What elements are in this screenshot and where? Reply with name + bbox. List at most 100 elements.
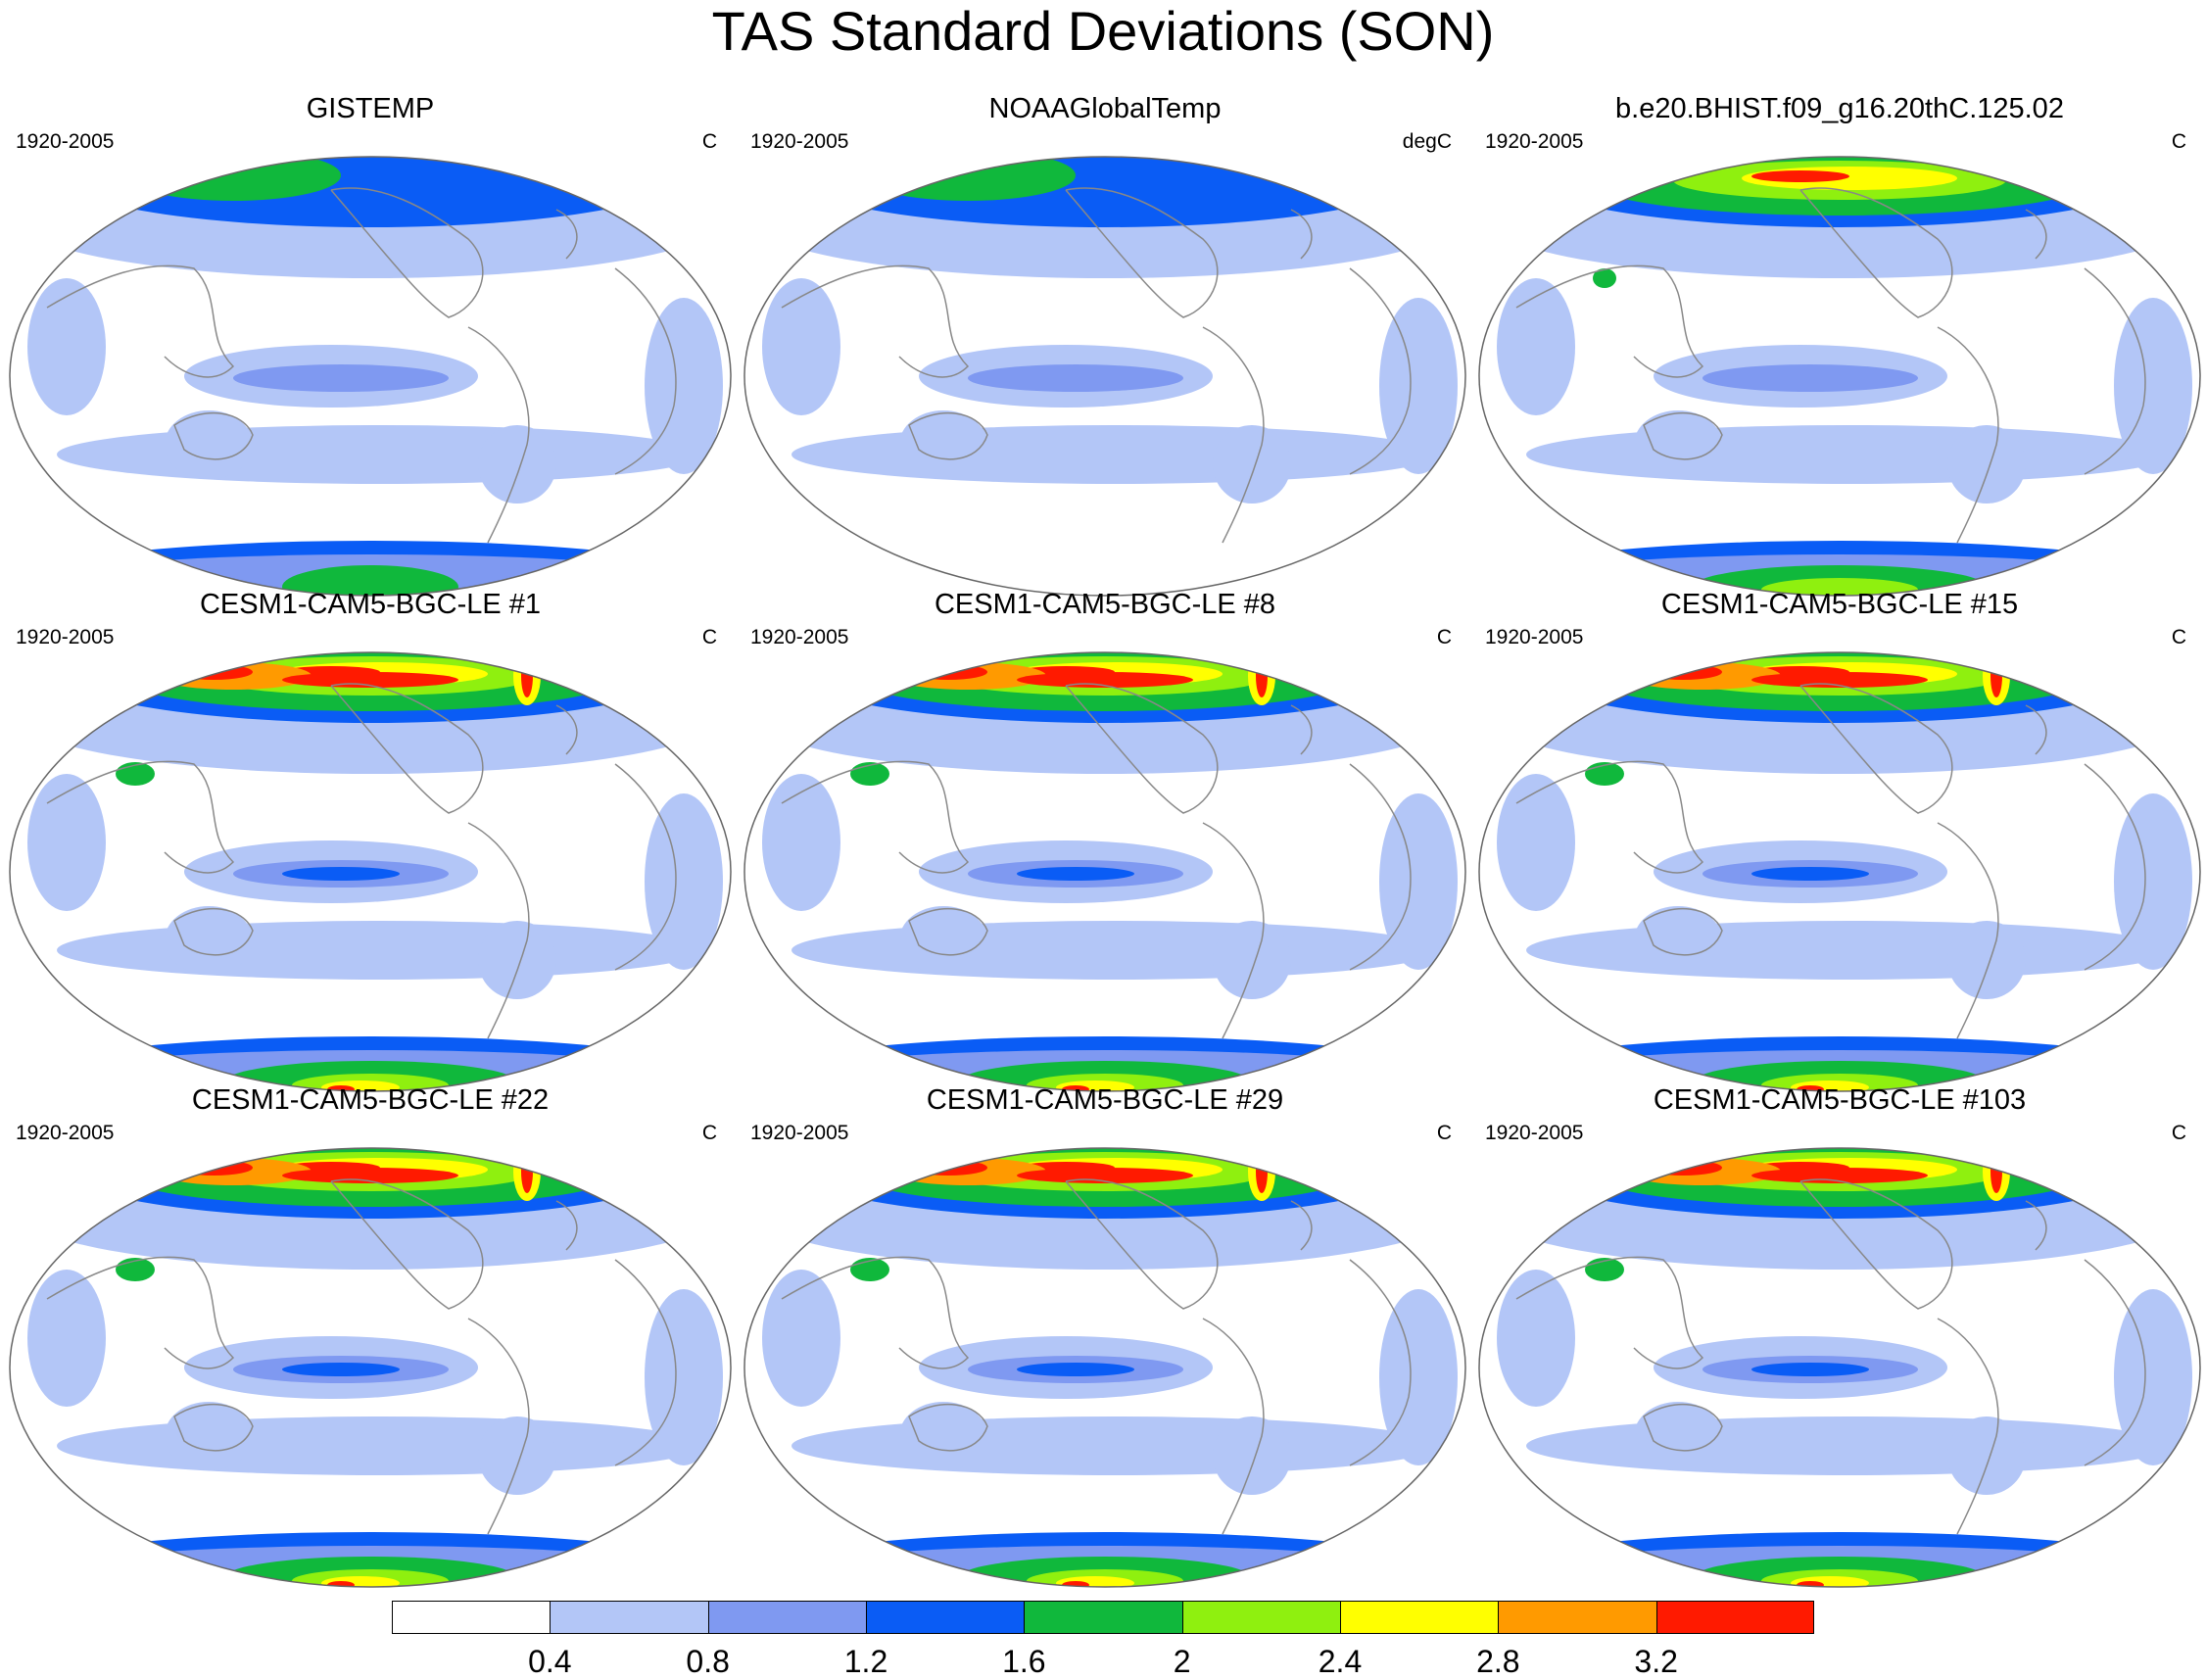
colorbar-tick-label: 1.6: [1002, 1644, 1046, 1679]
coastline: [2084, 1259, 2146, 1466]
coastline: [614, 763, 677, 971]
coastline: [1290, 209, 1313, 260]
coastline: [1937, 326, 1999, 544]
antarctic-red-area: [1062, 1581, 1089, 1587]
colorbar-swatch: [550, 1601, 709, 1634]
colorbar-swatch: [707, 1601, 867, 1634]
coastline: [173, 908, 254, 956]
coastline: [46, 264, 235, 378]
canada-red-area: [1017, 1168, 1193, 1183]
antarctic-red-area: [327, 1581, 355, 1587]
antarctic-red-area: [1797, 1581, 1824, 1587]
map-outline: [1478, 651, 2201, 1092]
map-outline: [743, 1147, 1466, 1588]
enso-core: [1702, 364, 1918, 392]
panel-period: 1920-2005: [750, 1122, 849, 1144]
map-panel: CESM1-CAM5-BGC-LE #1 1920-2005 C: [8, 588, 733, 1092]
southern-midlat-band: [57, 921, 703, 980]
colorbar-swatch: [1655, 1601, 1814, 1634]
colorbar-tick-label: 3.2: [1634, 1644, 1678, 1679]
australia-region: [899, 906, 987, 975]
world-map: [1478, 651, 2201, 1092]
coastline: [1515, 760, 1704, 874]
coastline: [1799, 1178, 1953, 1310]
coastline: [1202, 1318, 1265, 1535]
world-map: [743, 1147, 1466, 1588]
world-map: [9, 651, 732, 1092]
southern-midlat-band: [1526, 425, 2173, 484]
world-map: [9, 156, 732, 597]
antarctic-red-area: [1797, 1085, 1824, 1091]
western-region: [27, 278, 106, 415]
western-region: [27, 774, 106, 911]
panel-period: 1920-2005: [16, 626, 115, 648]
colorbar-tick-label: 1.2: [843, 1644, 888, 1679]
colorbar-tick-label: 0.4: [528, 1644, 572, 1679]
coastline: [1643, 908, 1723, 956]
map-panel: CESM1-CAM5-BGC-LE #103 1920-2005 C: [1477, 1083, 2202, 1588]
colorbar-swatch: [1181, 1601, 1341, 1634]
antarctic-red-area: [327, 1085, 355, 1091]
south-america-region: [1213, 1416, 1291, 1495]
arctic-band: [47, 157, 694, 227]
australia-region: [899, 410, 987, 479]
panel-title: CESM1-CAM5-BGC-LE #103: [1653, 1084, 2027, 1116]
canada-red-area: [1017, 672, 1193, 688]
panel-units: degC: [1402, 130, 1452, 153]
panel-period: 1920-2005: [16, 130, 115, 153]
colorbar-swatch: [1498, 1601, 1657, 1634]
south-america-region: [1213, 425, 1291, 504]
coastline: [1349, 763, 1412, 971]
coastline: [2084, 267, 2146, 475]
enso-core: [233, 364, 449, 392]
panel-units: C: [1436, 1122, 1452, 1144]
western-region: [1497, 1270, 1575, 1407]
coastline: [614, 267, 677, 475]
southern-midlat-band: [57, 425, 703, 484]
coastline: [1643, 412, 1723, 460]
coastline: [1799, 683, 1953, 814]
southern-midlat-band: [791, 921, 1438, 980]
coastline: [46, 760, 235, 874]
coastline: [555, 209, 578, 260]
arctic-band: [782, 157, 1428, 227]
map-panel: b.e20.BHIST.f09_g16.20thC.125.02 1920-200…: [1477, 92, 2202, 597]
coastline: [1065, 683, 1219, 814]
southern-midlat-band: [1526, 921, 2173, 980]
coastline: [1937, 1318, 1999, 1535]
enso-peak: [1017, 867, 1134, 881]
panel-title: CESM1-CAM5-BGC-LE #8: [934, 589, 1276, 620]
arctic-green-area: [860, 157, 1076, 201]
coastline: [781, 264, 970, 378]
panel-title: NOAAGlobalTemp: [988, 93, 1222, 124]
south-america-region: [1213, 921, 1291, 999]
map-outline: [9, 651, 732, 1092]
colorbar-swatch: [392, 1601, 552, 1634]
coastline: [467, 822, 530, 1039]
south-america-region: [1947, 425, 2026, 504]
figure-title: TAS Standard Deviations (SON): [711, 0, 1495, 62]
australia-region: [1634, 906, 1722, 975]
enso-peak: [1751, 867, 1869, 881]
panel-period: 1920-2005: [750, 130, 849, 153]
map-outline: [1478, 1147, 2201, 1588]
south-america-region: [1947, 921, 2026, 999]
coastline: [1202, 326, 1265, 544]
coastline: [46, 1256, 235, 1369]
antarctic-green-area: [282, 565, 458, 596]
colorbar: [392, 1601, 1814, 1634]
map-panel: CESM1-CAM5-BGC-LE #15 1920-2005 C: [1477, 588, 2202, 1092]
coastline: [173, 1404, 254, 1452]
western-region: [27, 1270, 106, 1407]
coastline: [1799, 187, 1953, 318]
coastline: [908, 908, 988, 956]
panel-title: CESM1-CAM5-BGC-LE #15: [1660, 589, 2019, 620]
coastline: [330, 187, 484, 318]
tibet-area: [1593, 268, 1616, 288]
coastline: [1937, 822, 1999, 1039]
coastline: [1349, 267, 1412, 475]
coastline: [781, 760, 970, 874]
coastline: [908, 412, 988, 460]
arctic-red-area: [1751, 170, 1849, 182]
coastline: [1065, 1178, 1219, 1310]
